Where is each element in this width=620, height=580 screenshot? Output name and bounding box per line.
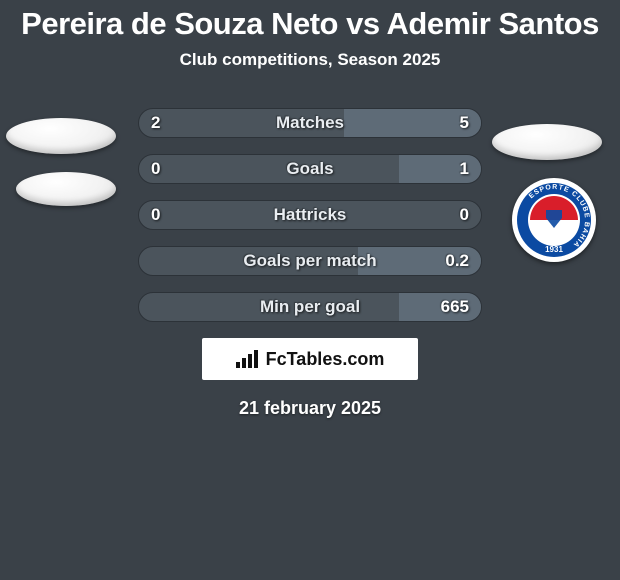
stat-row: 25Matches: [138, 108, 482, 138]
stat-label: Goals: [139, 155, 481, 184]
right-player-badge-1: [492, 124, 602, 160]
watermark-text: FcTables.com: [266, 349, 385, 370]
right-club-crest: ESPORTE CLUBE BAHIA 1931: [512, 178, 596, 262]
stats-container: 25Matches 01Goals 00Hattricks 0.2Goals per …: [138, 108, 482, 322]
page-title: Pereira de Souza Neto vs Ademir Santos: [0, 6, 620, 42]
comparison-infographic: Pereira de Souza Neto vs Ademir Santos C…: [0, 0, 620, 580]
stat-label: Goals per match: [139, 247, 481, 276]
footer-date: 21 february 2025: [0, 398, 620, 419]
left-player-badge-1: [6, 118, 116, 154]
club-crest-svg: ESPORTE CLUBE BAHIA 1931: [516, 182, 592, 258]
watermark: FcTables.com: [202, 338, 418, 380]
stat-label: Min per goal: [139, 293, 481, 322]
left-player-badge-2: [16, 172, 116, 206]
watermark-bars-icon: [236, 350, 258, 368]
stat-row: 665Min per goal: [138, 292, 482, 322]
stat-row: 00Hattricks: [138, 200, 482, 230]
page-subtitle: Club competitions, Season 2025: [0, 50, 620, 70]
stat-row: 0.2Goals per match: [138, 246, 482, 276]
stat-row: 01Goals: [138, 154, 482, 184]
crest-year: 1931: [545, 245, 563, 254]
stat-label: Matches: [139, 109, 481, 138]
stat-label: Hattricks: [139, 201, 481, 230]
